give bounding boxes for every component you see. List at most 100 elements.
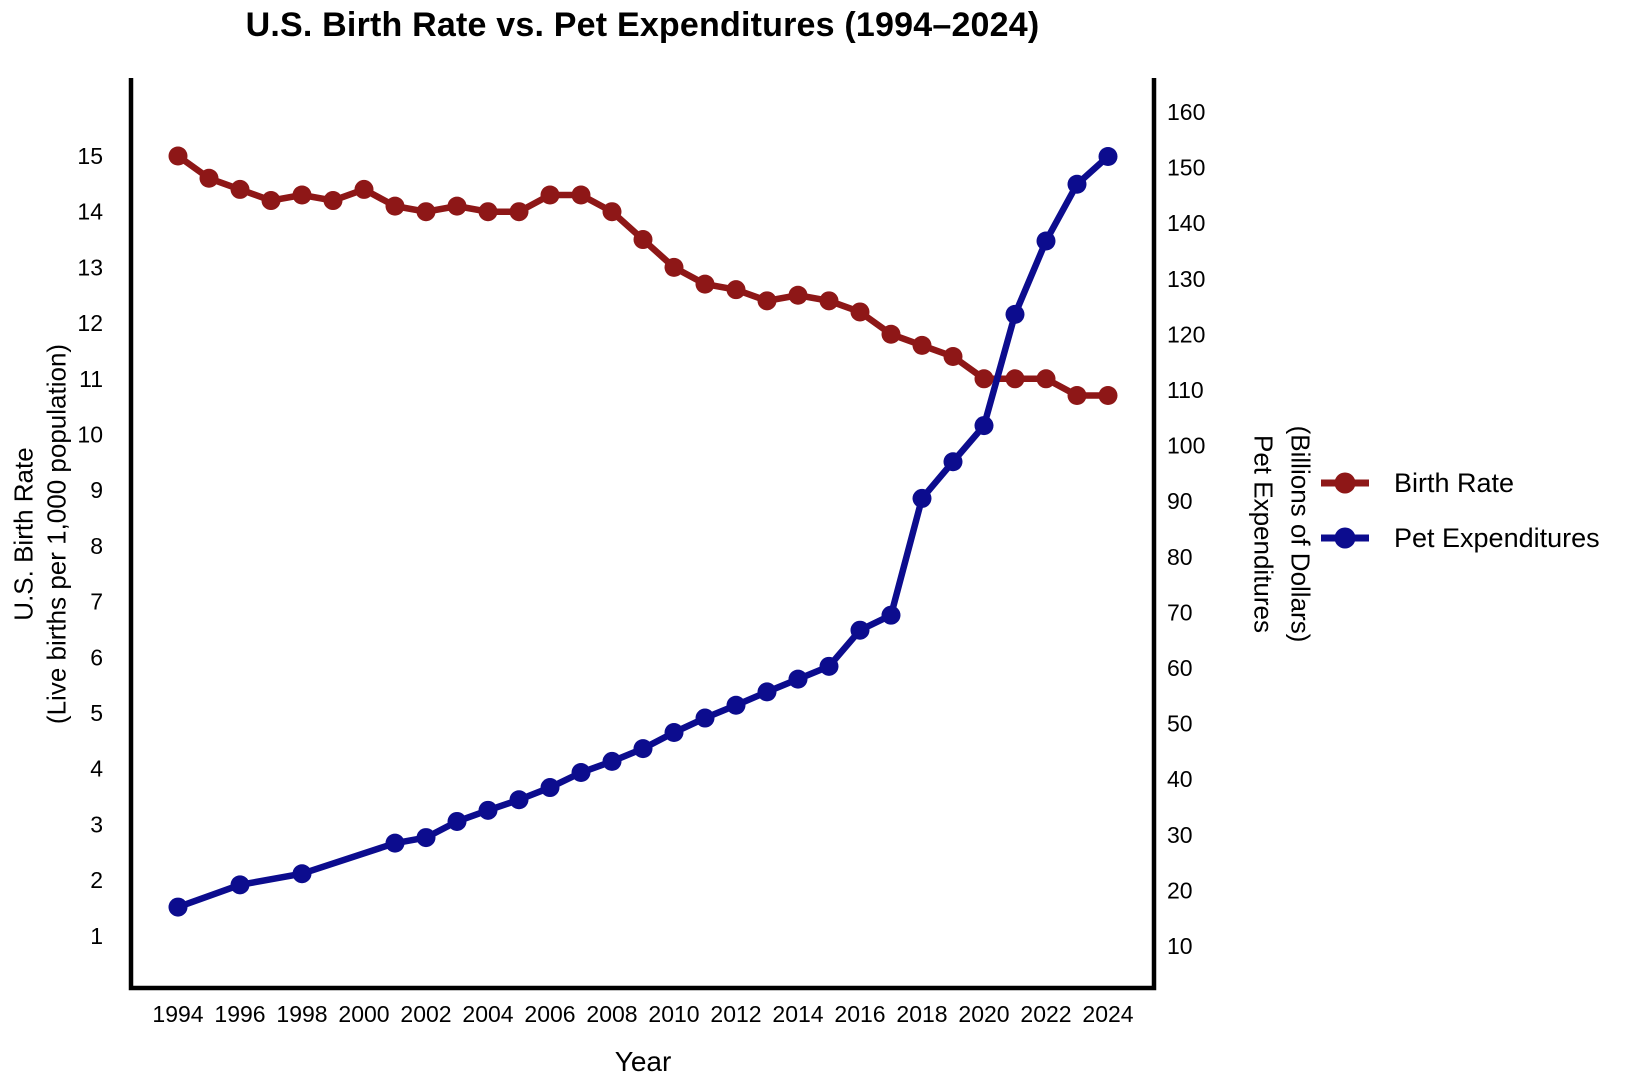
pet-expenditures-point-2005: [509, 790, 529, 810]
birth-rate-point-2007: [571, 185, 591, 205]
birth-rate-point-2013: [757, 291, 777, 311]
left-axis-title-line1: U.S. Birth Rate: [8, 447, 39, 621]
left-axis-tick-3: 3: [90, 811, 103, 837]
pet-expenditures-point-2014: [788, 669, 808, 689]
birth-rate-point-1995: [199, 168, 219, 188]
birth-rate-point-2012: [726, 280, 746, 300]
right-axis-tick-130: 130: [1167, 266, 1205, 292]
pet-expenditures-point-2015: [819, 656, 839, 676]
birth-rate-point-1997: [261, 191, 281, 211]
right-axis-tick-40: 40: [1167, 766, 1193, 792]
left-axis-tick-15: 15: [77, 143, 103, 169]
birth-rate-point-1999: [323, 191, 343, 211]
pet-expenditures-point-2001: [385, 833, 405, 853]
pet-expenditures-point-2024: [1098, 146, 1118, 166]
birth-rate-point-1996: [230, 179, 250, 199]
birth-rate-point-2020: [974, 369, 994, 389]
left-axis-tick-14: 14: [77, 199, 103, 225]
pet-expenditures-point-2020: [974, 416, 994, 436]
x-axis-tick-1998: 1998: [276, 1001, 327, 1027]
right-axis-tick-30: 30: [1167, 822, 1193, 848]
birth-rate-point-2018: [912, 335, 932, 355]
left-axis-tick-6: 6: [90, 644, 103, 670]
left-axis-tick-5: 5: [90, 700, 103, 726]
pet-expenditures-point-1994: [168, 897, 188, 917]
birth-rate-point-2016: [850, 302, 870, 322]
right-axis-title-line2: (Billions of Dollars): [1285, 425, 1316, 643]
axis-frame: [128, 78, 1157, 991]
pet-expenditures-point-2021: [1005, 304, 1025, 324]
x-axis-tick-2018: 2018: [896, 1001, 947, 1027]
left-axis-tick-2: 2: [90, 867, 103, 893]
x-axis-title: Year: [614, 1046, 672, 1077]
birth-rate-point-1994: [168, 146, 188, 166]
pet-expenditures-point-2012: [726, 695, 746, 715]
left-axis-tick-11: 11: [79, 366, 103, 392]
left-axis-tick-8: 8: [90, 533, 103, 559]
birth-rate-point-2000: [354, 179, 374, 199]
x-axis-tick-2000: 2000: [338, 1001, 389, 1027]
pet-expenditures-point-2004: [478, 800, 498, 820]
birth-rate-line: [174, 152, 1112, 399]
legend-marker-birth-rate: [1321, 472, 1369, 494]
pet-expenditures-point-2007: [571, 763, 591, 783]
right-axis-tick-50: 50: [1167, 711, 1193, 737]
left-axis-tick-12: 12: [77, 310, 103, 336]
x-axis-tick-2024: 2024: [1082, 1001, 1133, 1027]
birth-rate-point-2003: [447, 196, 467, 216]
left-axis-tick-7: 7: [90, 589, 103, 615]
left-axis-tick-13: 13: [77, 254, 103, 280]
pet-expenditures-point-2019: [943, 452, 963, 472]
x-axis-tick-1994: 1994: [152, 1001, 203, 1027]
left-axis-tick-9: 9: [90, 477, 103, 503]
right-axis-tick-160: 160: [1167, 99, 1205, 125]
birth-rate-point-2009: [633, 230, 653, 250]
right-axis-tick-80: 80: [1167, 544, 1193, 570]
pet-expenditures-point-2013: [757, 682, 777, 702]
pet-expenditures-point-2008: [602, 751, 622, 771]
right-axis-tick-140: 140: [1167, 210, 1205, 236]
birth-rate-point-2004: [478, 202, 498, 222]
pet-expenditures-point-2017: [881, 605, 901, 625]
chart-title: U.S. Birth Rate vs. Pet Expenditures (19…: [245, 6, 1040, 44]
pet-expenditures-point-2023: [1067, 174, 1087, 194]
pet-expenditures-point-2018: [912, 488, 932, 508]
right-axis-tick-110: 110: [1167, 377, 1204, 403]
x-axis-tick-2002: 2002: [400, 1001, 451, 1027]
birth-rate-point-2011: [695, 274, 715, 294]
pet-expenditures-point-1998: [292, 864, 312, 884]
legend-label-birth-rate: Birth Rate: [1394, 468, 1515, 498]
pet-expenditures-point-2003: [447, 811, 467, 831]
right-axis-tick-90: 90: [1167, 488, 1193, 514]
birth-rate-point-2024: [1098, 386, 1118, 406]
left-axis-tick-1: 1: [90, 923, 103, 949]
legend-marker-pet-expenditures: [1321, 527, 1369, 549]
birth-rate-point-2021: [1005, 369, 1025, 389]
pet-expenditures-point-1996: [230, 875, 250, 895]
x-axis-tick-2022: 2022: [1020, 1001, 1071, 1027]
x-axis-tick-2020: 2020: [958, 1001, 1009, 1027]
pet-expenditures-point-2016: [850, 620, 870, 640]
pet-expenditures-line: [174, 153, 1112, 911]
x-axis-tick-2014: 2014: [772, 1001, 823, 1027]
birth-rate-point-2023: [1067, 386, 1087, 406]
birth-rate-point-2015: [819, 291, 839, 311]
birth-rate-point-2022: [1036, 369, 1056, 389]
pet-expenditures-point-2009: [633, 739, 653, 759]
x-axis-tick-1996: 1996: [214, 1001, 265, 1027]
legend-item-birth-rate: Birth Rate: [1320, 468, 1600, 498]
right-axis-tick-60: 60: [1167, 655, 1193, 681]
pet-expenditures-point-2022: [1036, 231, 1056, 251]
pet-expenditures-point-2006: [540, 778, 560, 798]
right-axis-tick-70: 70: [1167, 599, 1193, 625]
birth-rate-point-2017: [881, 324, 901, 344]
x-axis-tick-2016: 2016: [834, 1001, 885, 1027]
right-axis-tick-120: 120: [1167, 321, 1205, 347]
birth-rate-point-2002: [416, 202, 436, 222]
birth-rate-point-2001: [385, 196, 405, 216]
x-axis-tick-2008: 2008: [586, 1001, 637, 1027]
legend-label-pet-expenditures: Pet Expenditures: [1394, 523, 1600, 553]
left-axis-title-line2: (Live births per 1,000 population): [41, 343, 72, 725]
birth-rate-point-2010: [664, 257, 684, 277]
